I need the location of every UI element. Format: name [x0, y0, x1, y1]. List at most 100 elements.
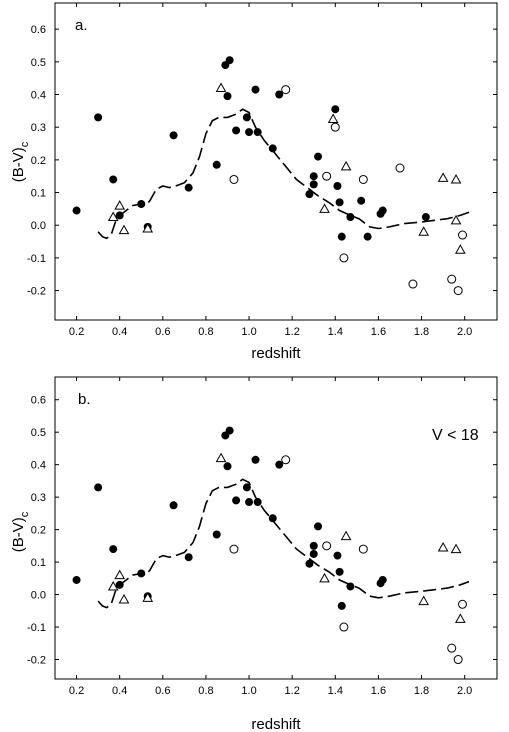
data-point-filled-circle — [253, 128, 262, 137]
data-point-open-triangle — [327, 113, 339, 124]
data-point-filled-circle — [314, 522, 323, 531]
data-point-filled-circle — [268, 514, 277, 523]
data-point-open-circle — [339, 622, 349, 632]
y-tick-label: 0.3 — [31, 122, 46, 134]
data-point-open-circle — [281, 455, 291, 465]
x-tick-label: 0.8 — [198, 685, 213, 697]
data-point-filled-circle — [184, 183, 193, 192]
data-point-open-triangle — [118, 593, 130, 604]
data-point-filled-circle — [309, 172, 318, 181]
x-tick-label: 1.8 — [414, 685, 429, 697]
data-point-filled-circle — [331, 105, 340, 114]
data-point-filled-circle — [137, 569, 146, 578]
y-tick-label: -0.2 — [27, 286, 46, 298]
data-point-open-circle — [322, 541, 332, 551]
plot-frame — [54, 376, 498, 680]
data-point-open-circle — [408, 279, 418, 289]
curve-layer — [97, 108, 470, 240]
model-curve — [97, 108, 470, 240]
model-curve — [97, 478, 470, 609]
x-tick-label: 0.6 — [155, 326, 170, 338]
data-point-open-triangle — [118, 224, 130, 235]
data-point-filled-circle — [109, 175, 118, 184]
data-point-open-triangle — [340, 160, 352, 171]
data-point-filled-circle — [335, 198, 344, 207]
tick-group: 0.2 0.4 0.6 0.8 1.0 1.2 1.4 1.6 1.8 2.0 0.6 0.5 0.4 0… — [27, 377, 497, 697]
data-point-open-circle — [447, 643, 457, 653]
data-point-filled-circle — [225, 426, 234, 435]
y-tick-label: 0.3 — [31, 492, 46, 504]
panel-a: a. redshift (B-V)c 0.2 0.4 0.6 0.8 1.0 1.2 1.4… — [10, 2, 498, 362]
data-point-filled-circle — [335, 567, 344, 576]
data-point-filled-circle — [72, 575, 81, 584]
y-tick-label: 0.2 — [31, 155, 46, 167]
x-tick-label: 2.0 — [457, 685, 472, 697]
data-point-filled-circle — [333, 551, 342, 560]
data-point-filled-circle — [378, 575, 387, 584]
data-point-filled-circle — [305, 190, 314, 199]
data-point-filled-circle — [245, 498, 254, 507]
y-tick-label: 0.6 — [31, 24, 46, 36]
data-point-open-circle — [453, 655, 463, 665]
data-point-open-triangle — [215, 452, 227, 463]
data-point-filled-circle — [94, 483, 103, 492]
y-axis-label-sub: c — [19, 141, 31, 147]
data-point-filled-circle — [137, 199, 146, 208]
data-point-filled-circle — [109, 545, 118, 554]
data-point-filled-circle — [363, 232, 372, 241]
data-point-filled-circle — [333, 182, 342, 191]
data-point-open-triangle — [107, 211, 119, 222]
y-tick-label: 0.5 — [31, 427, 46, 439]
x-tick-label: 1.0 — [241, 326, 256, 338]
data-point-open-circle — [229, 174, 239, 184]
data-point-filled-circle — [275, 90, 284, 99]
y-axis-label-main: (B-V) — [10, 517, 27, 552]
data-point-open-triangle — [319, 203, 330, 213]
panel-label: a. — [75, 17, 88, 34]
data-point-filled-circle — [242, 483, 251, 492]
y-tick-label: -0.2 — [27, 655, 46, 667]
data-point-open-triangle — [340, 530, 352, 541]
data-point-open-triangle — [142, 592, 154, 602]
x-tick-label: 0.4 — [112, 685, 127, 697]
data-point-filled-circle — [212, 530, 221, 539]
data-point-open-circle — [330, 122, 340, 132]
data-point-filled-circle — [357, 196, 366, 205]
data-point-open-circle — [322, 171, 332, 181]
y-tick-label: 0.4 — [31, 90, 46, 102]
x-tick-label: 1.6 — [371, 685, 386, 697]
data-point-open-circle — [447, 274, 457, 284]
panel-b: b. V < 18 redshift (B-V)c 0.2 0.4 0.6 0.8 1.… — [10, 376, 498, 732]
data-point-open-circle — [453, 286, 463, 296]
data-point-filled-circle — [275, 460, 284, 469]
data-point-open-circle — [395, 163, 405, 173]
data-point-open-triangle — [454, 613, 466, 623]
data-point-open-triangle — [142, 222, 154, 233]
y-tick-label: 0.2 — [31, 525, 46, 537]
data-point-filled-circle — [309, 180, 318, 189]
data-point-open-circle — [339, 253, 349, 263]
data-point-filled-circle — [268, 144, 277, 153]
data-point-open-triangle — [114, 569, 126, 580]
data-point-open-triangle — [450, 173, 462, 184]
data-point-filled-circle — [232, 126, 241, 135]
data-point-filled-circle — [223, 462, 232, 471]
data-point-open-triangle — [107, 580, 119, 591]
x-tick-label: 2.0 — [457, 326, 472, 338]
panel-label: b. — [78, 391, 91, 408]
panel-annotation: V < 18 — [432, 427, 479, 444]
data-point-open-triangle — [114, 200, 126, 210]
x-tick-label: 1.6 — [371, 326, 386, 338]
data-point-filled-circle — [346, 213, 355, 222]
y-axis-label: (B-V)c — [10, 511, 31, 552]
y-tick-label: 0.6 — [31, 395, 46, 407]
marker-group — [72, 56, 468, 296]
data-point-filled-circle — [245, 128, 254, 137]
data-point-open-triangle — [319, 572, 330, 583]
x-tick-label: 1.8 — [414, 326, 429, 338]
y-tick-label: 0.1 — [31, 557, 46, 569]
data-point-open-triangle — [450, 214, 462, 225]
data-point-filled-circle — [115, 580, 124, 589]
data-point-filled-circle — [337, 601, 346, 610]
data-point-filled-circle — [251, 455, 260, 464]
